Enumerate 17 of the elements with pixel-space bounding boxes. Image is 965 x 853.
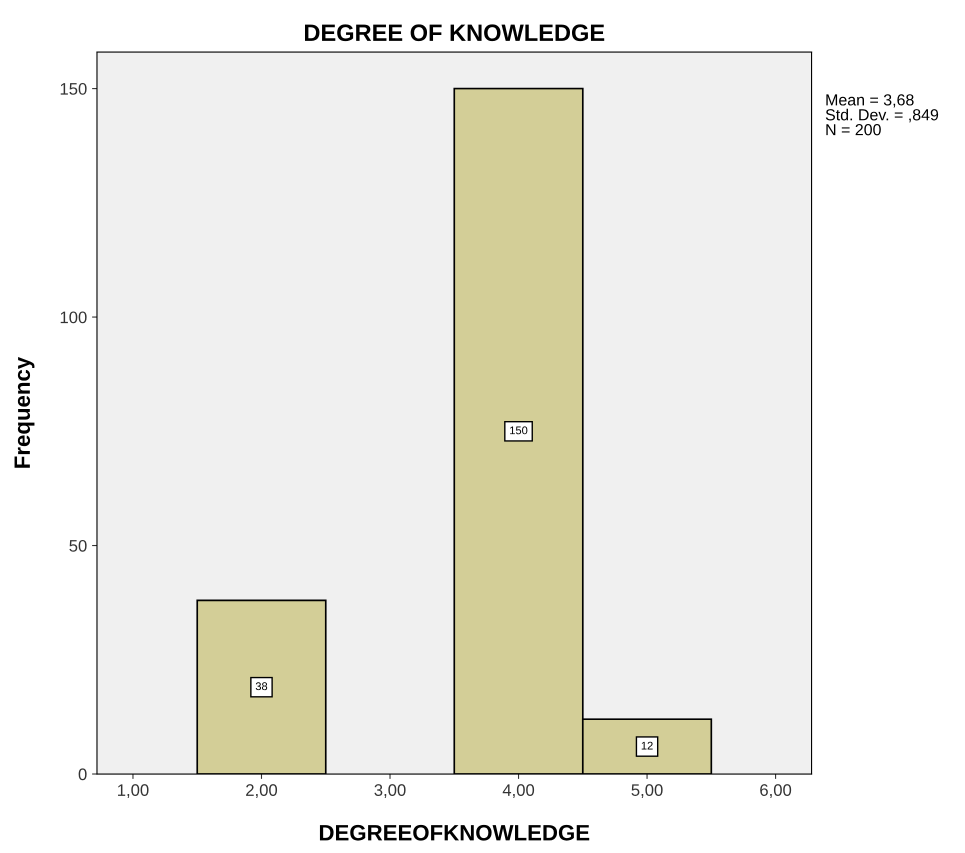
y-tick-label: 100 (60, 311, 87, 324)
chart-title: DEGREE OF KNOWLEDGE (304, 24, 604, 42)
y-tick-label: 0 (78, 768, 87, 780)
x-tick-label: 6,00 (760, 784, 792, 798)
y-tick-label: 50 (69, 540, 87, 552)
x-tick-label: 4,00 (502, 784, 534, 798)
x-tick-label: 1,00 (118, 784, 149, 798)
y-axis-title: Frequency (14, 356, 34, 468)
x-tick-label: 5,00 (632, 784, 663, 798)
data-label: 12 (642, 742, 653, 750)
x-axis-title: DEGREEOFKNOWLEDGE (320, 824, 590, 841)
y-tick-label: 150 (60, 82, 87, 95)
data-label: 38 (256, 682, 268, 690)
text: Mean = 3,68 Std. Dev. = ,849 N = 200 (826, 94, 938, 136)
x-tick-label: 2,00 (246, 784, 278, 798)
x-tick-label: 3,00 (374, 784, 406, 798)
data-label: 150 (510, 426, 528, 434)
